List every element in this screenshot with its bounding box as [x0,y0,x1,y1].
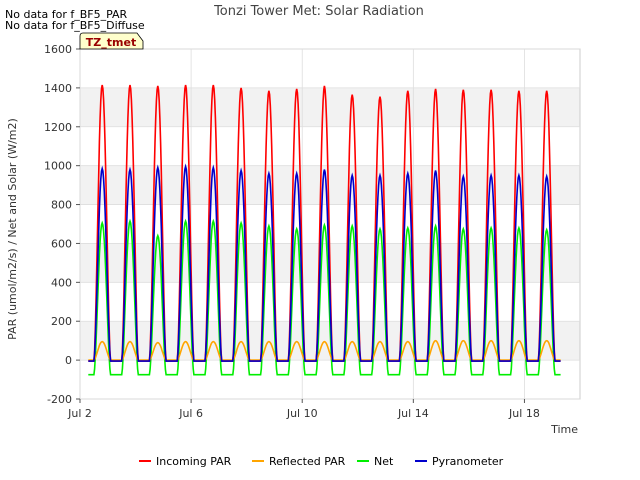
no-data-note-diffuse: No data for f_BF5_Diffuse [5,19,145,32]
y-axis-ticks: -200 0 200 400 600 800 1000 1200 1400 1600 [44,43,80,406]
no-data-note-par: No data for f_BF5_PAR [5,8,128,21]
y-tick-label: 1600 [44,43,72,56]
series-line-reflected-par [88,339,561,361]
y-tick-label: 200 [51,315,72,328]
y-tick-label: 400 [51,276,72,289]
series-line-pyranometer [88,163,561,362]
site-badge-shape [79,32,144,50]
series-layer [88,84,561,376]
background-band [80,87,580,127]
x-axis-ticks: Jul 2 Jul 6 Jul 10 Jul 14 Jul 18 [67,399,540,420]
legend-label: Reflected PAR [269,455,346,468]
y-tick-label: 0 [65,354,72,367]
x-tick-label: Jul 2 [67,407,92,420]
x-tick-label: Jul 6 [178,407,203,420]
x-axis-label: Time [550,423,578,436]
legend-label: Net [374,455,394,468]
site-badge: TZ_tmet [79,32,144,50]
y-tick-label: 1200 [44,121,72,134]
y-tick-label: -200 [47,393,72,406]
legend-item-incoming-par: Incoming PAR [139,455,232,468]
legend-item-net: Net [357,455,394,468]
series-line-net [88,218,561,376]
y-tick-label: 1400 [44,82,72,95]
legend: Incoming PAR Reflected PAR Net Pyranometer [139,455,504,468]
chart-title: Tonzi Tower Met: Solar Radiation [213,4,424,19]
site-badge-label: TZ_tmet [86,36,136,49]
legend-label: Incoming PAR [156,455,232,468]
legend-item-pyranometer: Pyranometer [415,455,504,468]
x-tick-label: Jul 14 [397,407,429,420]
background-band [80,165,580,205]
x-tick-label: Jul 18 [508,407,540,420]
y-axis-label: PAR (umol/m2/s) / Net and Solar (W/m2) [6,118,19,340]
y-tick-label: 800 [51,199,72,212]
x-tick-label: Jul 10 [286,407,318,420]
y-tick-label: 600 [51,237,72,250]
y-tick-label: 1000 [44,160,72,173]
legend-label: Pyranometer [432,455,504,468]
legend-item-reflected-par: Reflected PAR [252,455,346,468]
